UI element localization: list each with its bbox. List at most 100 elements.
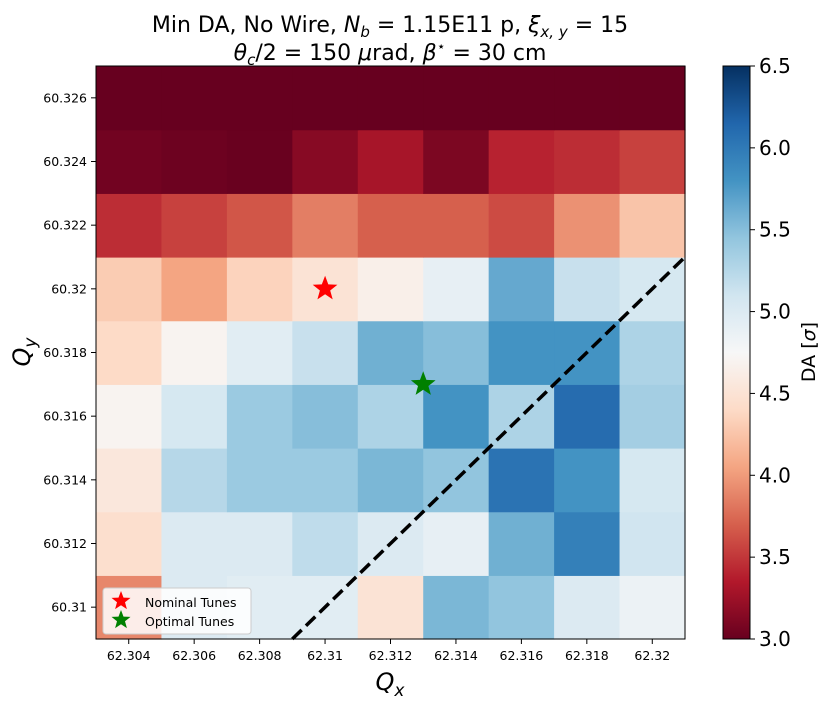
heatmap-cell: [423, 575, 490, 640]
heatmap-cell: [619, 575, 686, 640]
heatmap-cell: [161, 448, 228, 513]
heatmap-cell: [554, 193, 621, 258]
y-axis-ticks: 60.31 60.312 60.314 60.316 60.318 60.32 60.322…: [43, 90, 96, 615]
heatmap-cell: [619, 511, 686, 576]
heatmap-cell: [619, 448, 686, 513]
heatmap-cell: [161, 129, 228, 194]
colorbar-tick-label: 6.5: [759, 54, 791, 78]
heatmap-cell: [226, 511, 293, 576]
y-tick-label: 60.314: [43, 472, 87, 487]
heatmap-cell: [554, 448, 621, 513]
heatmap-cell: [226, 193, 293, 258]
heatmap-cell: [488, 511, 555, 576]
plot-overlay: [291, 255, 687, 641]
x-tick-label: 62.31: [307, 648, 343, 663]
y-axis-label: Qy: [8, 337, 41, 367]
heatmap-cell: [292, 66, 359, 131]
resonance-line: [291, 255, 687, 641]
heatmap-cells: [96, 66, 686, 640]
legend-optimal-label: Optimal Tunes: [145, 614, 234, 629]
colorbar-tick-label: 3.0: [759, 627, 791, 651]
y-tick-label: 60.322: [43, 218, 87, 233]
heatmap-cell: [161, 511, 228, 576]
y-tick-label: 60.32: [51, 281, 87, 296]
heatmap-cell: [423, 66, 490, 131]
heatmap-cell: [619, 320, 686, 385]
heatmap-cell: [357, 129, 424, 194]
heatmap-cell: [161, 320, 228, 385]
heatmap-cell: [619, 66, 686, 131]
legend-nominal-star-icon: [111, 591, 131, 610]
legend: Nominal Tunes Optimal Tunes: [102, 587, 252, 635]
heatmap-cell: [488, 320, 555, 385]
colorbar-tick-label: 4.0: [759, 463, 791, 487]
colorbar-tick-label: 6.0: [759, 136, 791, 160]
colorbar-ticks: 3.0 3.5 4.0 4.5 5.0 5.5 6.0 6.5: [750, 54, 791, 651]
heatmap-cell: [226, 384, 293, 449]
heatmap-cell: [357, 575, 424, 640]
heatmap-cell: [423, 257, 490, 322]
heatmap-cell: [96, 511, 163, 576]
heatmap-cell: [226, 66, 293, 131]
chart-title-line2: θc/2 = 150 μrad, β⋆ = 30 cm: [234, 39, 547, 69]
heatmap-cell: [292, 448, 359, 513]
heatmap-cell: [423, 384, 490, 449]
heatmap-cell: [357, 384, 424, 449]
heatmap-cell: [554, 129, 621, 194]
heatmap-cell: [423, 193, 490, 258]
x-axis-ticks: 62.304 62.306 62.308 62.31 62.312 62.314 62.31…: [107, 639, 670, 663]
x-axis-label: Qx: [376, 668, 406, 700]
colorbar-tick-label: 5.0: [759, 300, 791, 324]
heatmap-cell: [357, 66, 424, 131]
heatmap-cell: [96, 320, 163, 385]
x-tick-label: 62.312: [369, 648, 413, 663]
y-tick-label: 60.316: [43, 409, 87, 424]
heatmap-cell: [357, 193, 424, 258]
heatmap-cell: [292, 320, 359, 385]
x-tick-label: 62.318: [565, 648, 609, 663]
heatmap-cell: [226, 320, 293, 385]
colorbar-tick-label: 3.5: [759, 545, 791, 569]
legend-nominal-label: Nominal Tunes: [145, 595, 236, 610]
heatmap-cell: [423, 511, 490, 576]
heatmap-cell: [423, 320, 490, 385]
x-tick-label: 62.32: [634, 648, 670, 663]
y-tick-label: 60.318: [43, 345, 87, 360]
heatmap-cell: [292, 129, 359, 194]
heatmap-cell: [554, 384, 621, 449]
colorbar-tick-label: 5.5: [759, 218, 791, 242]
heatmap-cell: [96, 129, 163, 194]
y-tick-label: 60.31: [51, 600, 87, 615]
heatmap-cell: [554, 257, 621, 322]
heatmap-cell: [357, 257, 424, 322]
colorbar-label: DA [σ]: [798, 322, 820, 382]
y-tick-label: 60.326: [43, 90, 87, 105]
heatmap-cell: [96, 193, 163, 258]
heatmap-cell: [292, 384, 359, 449]
heatmap-cell: [96, 448, 163, 513]
heatmap-cell: [226, 129, 293, 194]
x-tick-label: 62.306: [172, 648, 216, 663]
x-tick-label: 62.316: [500, 648, 544, 663]
heatmap-cell: [488, 448, 555, 513]
heatmap-cell: [161, 257, 228, 322]
x-tick-label: 62.304: [107, 648, 151, 663]
chart-title-line1: Min DA, No Wire, Nb = 1.15E11 p, ξx, y =…: [152, 13, 628, 41]
colorbar: [722, 65, 751, 640]
heatmap-cell: [292, 511, 359, 576]
x-tick-label: 62.308: [238, 648, 282, 663]
y-tick-label: 60.312: [43, 536, 87, 551]
heatmap-cell: [488, 66, 555, 131]
heatmap-cell: [488, 129, 555, 194]
heatmap-cell: [619, 193, 686, 258]
heatmap-cell: [619, 384, 686, 449]
heatmap-cell: [619, 129, 686, 194]
heatmap-cell: [161, 193, 228, 258]
legend-optimal-star-icon: [111, 610, 131, 629]
heatmap-cell: [554, 575, 621, 640]
heatmap-cell: [357, 448, 424, 513]
heatmap-cell: [96, 257, 163, 322]
heatmap-cell: [96, 384, 163, 449]
